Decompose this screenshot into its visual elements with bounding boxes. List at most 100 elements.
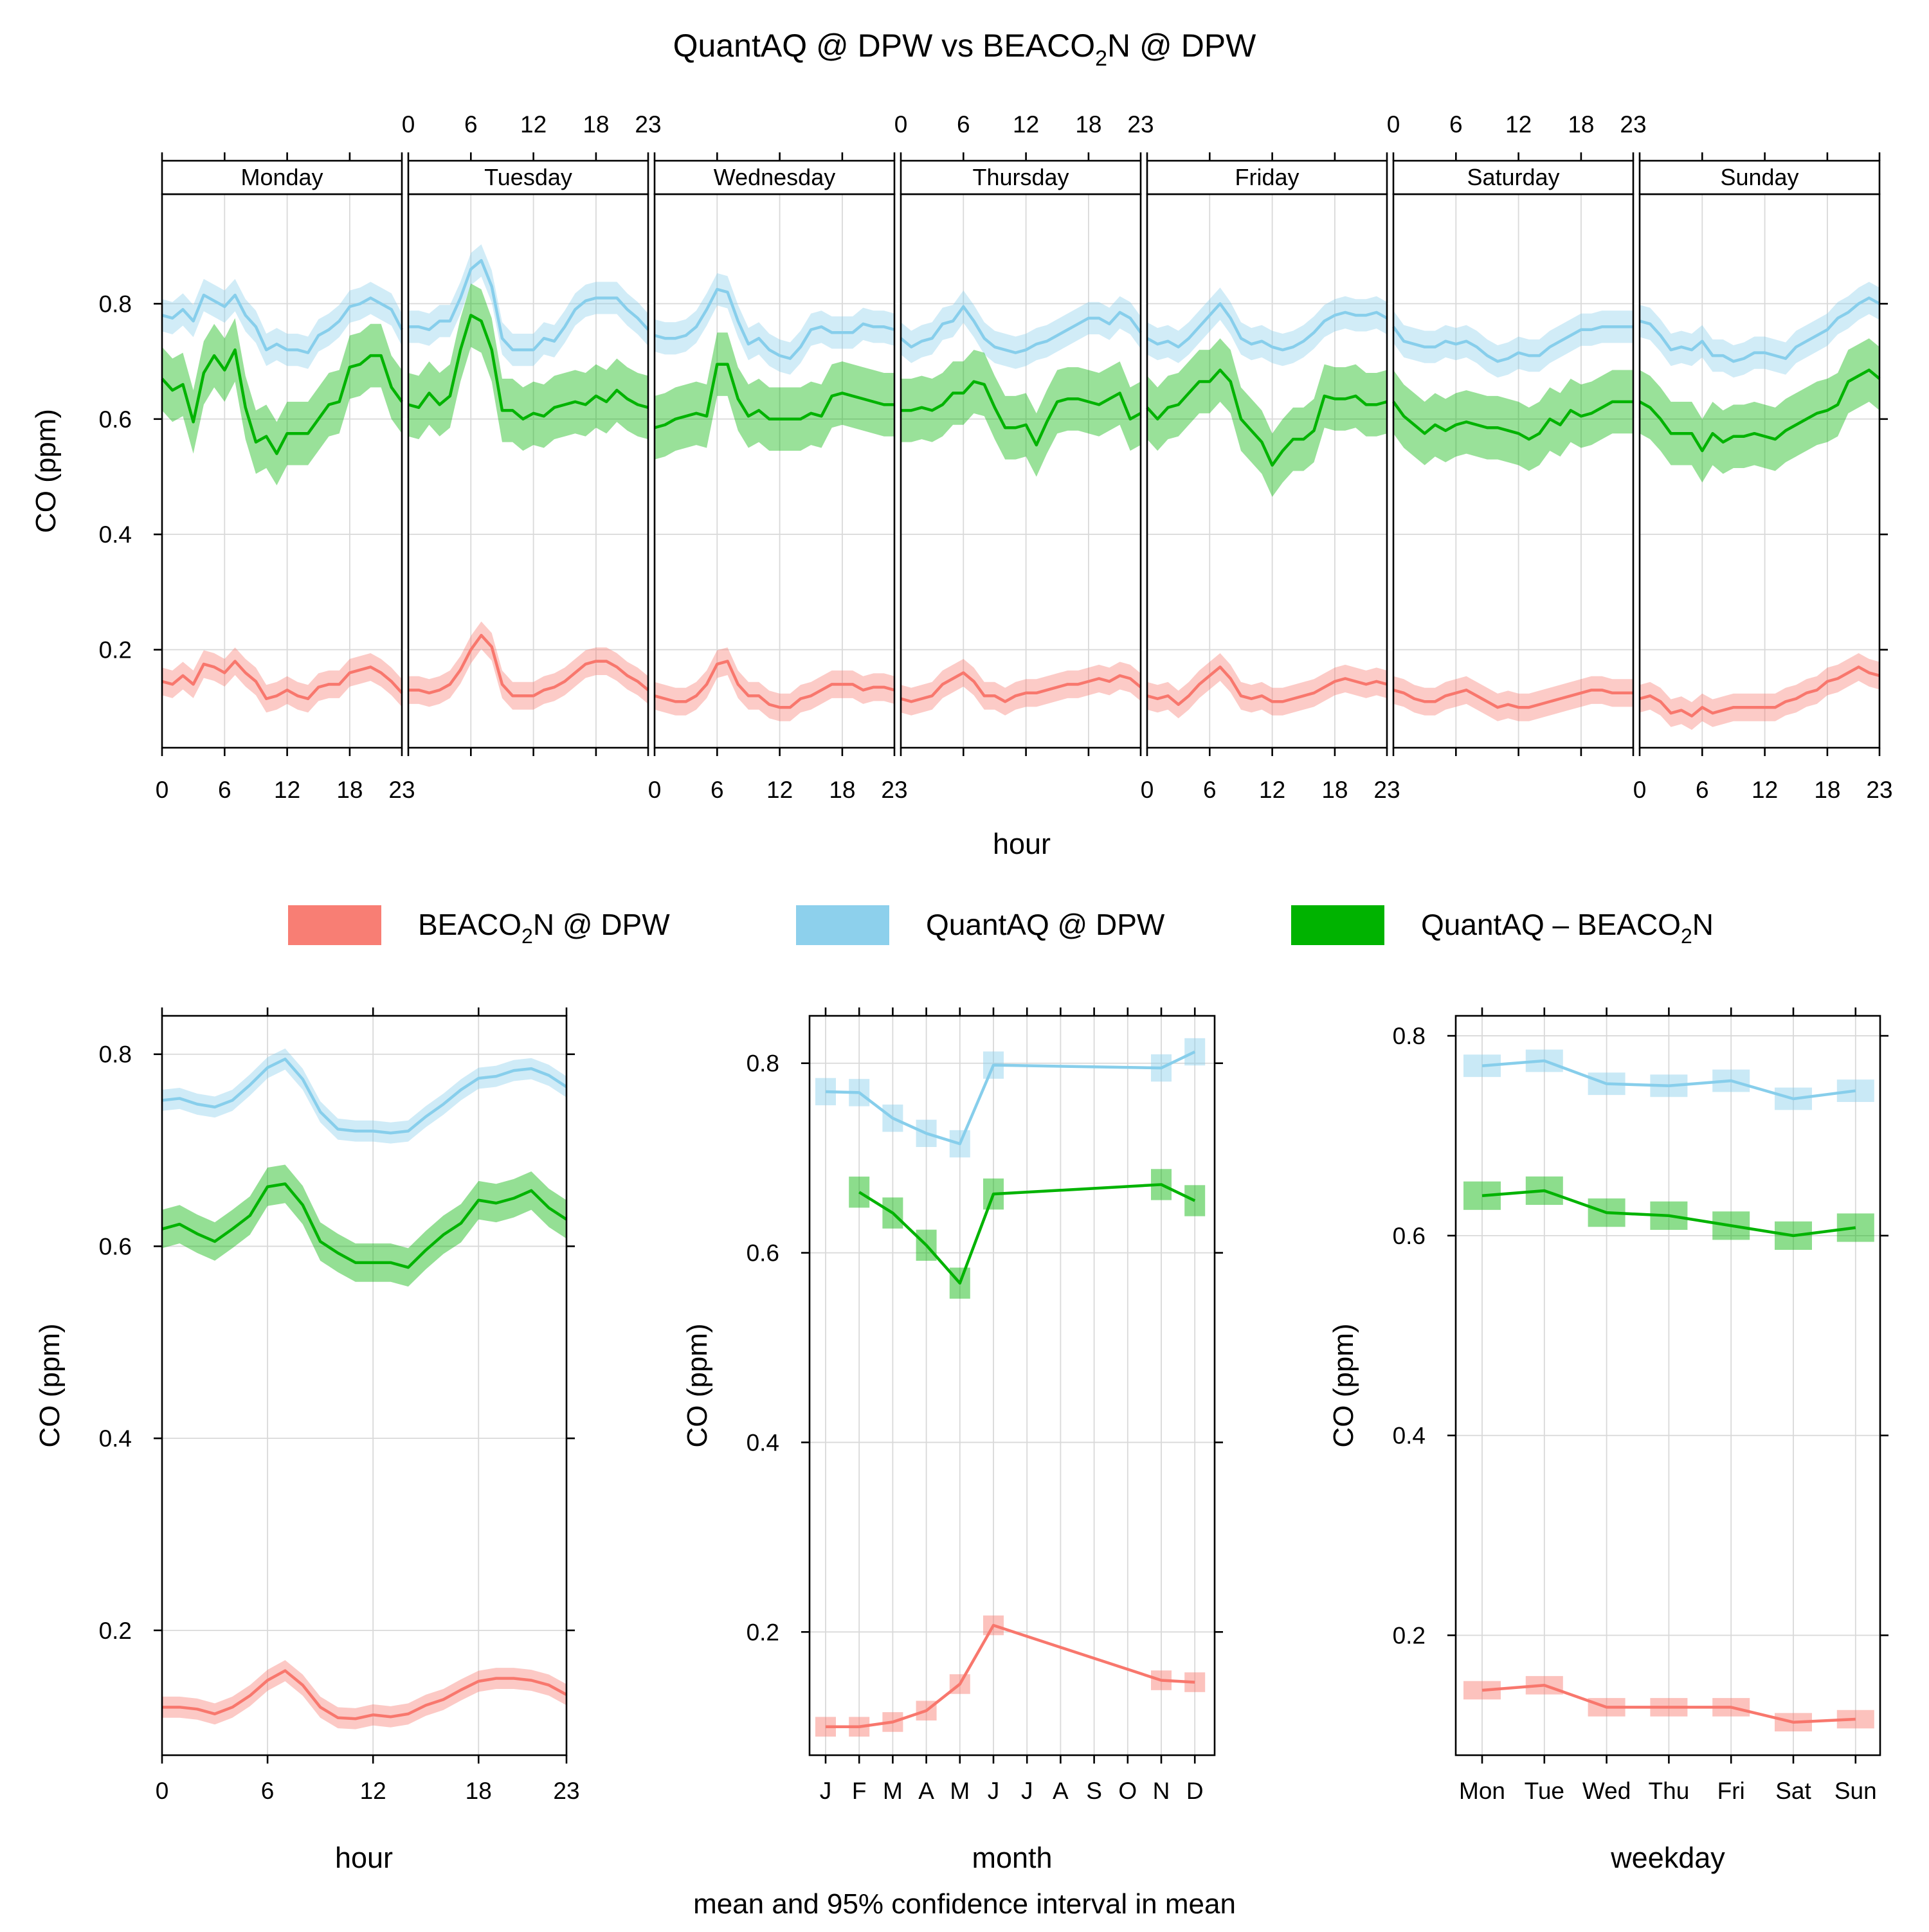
series-diff-monday-ci-band <box>162 318 402 485</box>
series-quantaq-line <box>825 1050 1196 1146</box>
x-tick-label: S <box>1086 1778 1102 1804</box>
series-quantaq-line <box>1481 1059 1856 1101</box>
series-diff-thursday-ci-band <box>901 350 1141 477</box>
hour-panel: 0 6 12 18 23 0.2 0.4 0.6 0.8 CO (ppm) hour <box>34 1007 580 1874</box>
series-beacon-monday-ci-band <box>162 647 402 713</box>
series-quantaq-friday-ci-band <box>1147 287 1387 366</box>
x-tick-label: 6 <box>218 777 231 803</box>
weekday-panel: Mon Tue Wed Thu Fri Sat Sun 0.2 0.4 0.6 0.8 CO (ppm… <box>1328 1007 1888 1874</box>
series-beacon-tuesday-line <box>408 633 649 698</box>
x-tick-label: 12 <box>766 777 793 803</box>
x-tick-label: 23 <box>553 1778 579 1804</box>
x-tick-label: 12 <box>1505 111 1532 138</box>
day-panel-thursday: Thursday 0 6 12 18 23 <box>894 111 1154 756</box>
y-axis-label: CO (ppm) <box>34 1323 66 1447</box>
legend-label-beacon: BEACO2N @ DPW <box>418 908 670 948</box>
series-beacon-friday-ci-band <box>1147 653 1387 719</box>
series-beacon-wednesday-line <box>654 660 895 709</box>
x-tick-label: 0 <box>1633 777 1647 803</box>
day-panel-saturday: Saturday 0 6 12 18 23 <box>1387 111 1647 756</box>
legend-label-quantaq: QuantAQ @ DPW <box>926 908 1165 941</box>
x-tick-label: 12 <box>1259 777 1285 803</box>
series-beacon-monday-line <box>161 660 403 701</box>
x-axis-label: weekday <box>1610 1841 1725 1874</box>
x-axis-label: month <box>972 1841 1052 1874</box>
y-axis-label: CO (ppm) <box>1328 1323 1359 1447</box>
series-beacon-thursday-line <box>900 671 1142 703</box>
x-tick-label: Fri <box>1717 1778 1745 1804</box>
y-tick-label: 0.4 <box>99 521 132 548</box>
y-tick-label: 0.8 <box>747 1051 779 1077</box>
x-tick-label: Sat <box>1775 1778 1811 1804</box>
footer-caption: mean and 95% confidence interval in mean <box>693 1888 1236 1920</box>
series-quantaq-ci-band <box>162 1048 566 1144</box>
x-tick-label: 12 <box>1013 111 1039 138</box>
x-tick-label: 12 <box>520 111 547 138</box>
x-tick-label: 18 <box>336 777 363 803</box>
month-panel: J F M A M J J A S O N D0.20.40.60.8CO (ppm)month <box>682 1007 1223 1874</box>
x-tick-label: A <box>1053 1778 1069 1804</box>
x-tick-label: 18 <box>1075 111 1101 138</box>
x-tick-label: J <box>1021 1778 1033 1804</box>
series-quantaq-monday-line <box>161 293 403 354</box>
chart-title: QuantAQ @ DPW vs BEACO2N @ DPW <box>673 28 1257 71</box>
series-diff-sunday-line <box>1638 368 1881 453</box>
y-tick-label: 0.2 <box>1393 1623 1426 1649</box>
series-beacon-ci-band <box>162 1660 566 1729</box>
x-tick-label: J <box>988 1778 1000 1804</box>
x-axis-label: hour <box>335 1841 393 1874</box>
x-tick-label: 12 <box>360 1778 386 1804</box>
series-beacon-line <box>1481 1683 1856 1724</box>
x-tick-label: 18 <box>829 777 855 803</box>
day-panel-monday: Monday 0 6 12 18 23 <box>156 152 415 803</box>
x-tick-label: 23 <box>1620 111 1646 138</box>
series-diff-friday-ci-band <box>1147 338 1387 497</box>
y-tick-label: 0.8 <box>99 291 132 317</box>
x-tick-label: J <box>820 1778 832 1804</box>
strip <box>1392 159 1635 195</box>
series-diff-line <box>161 1182 568 1269</box>
strip <box>653 159 896 195</box>
strip-label: Friday <box>1235 164 1299 190</box>
x-tick-label: 18 <box>1814 777 1840 803</box>
x-tick-label: 18 <box>583 111 609 138</box>
x-tick-label: O <box>1118 1778 1137 1804</box>
y-tick-label: 0.6 <box>99 1233 132 1259</box>
strip <box>1638 159 1881 195</box>
x-tick-label: 6 <box>1696 777 1709 803</box>
strip-label: Monday <box>240 164 323 190</box>
x-tick-label: 6 <box>1203 777 1217 803</box>
x-tick-label: Tue <box>1525 1778 1564 1804</box>
x-axis-label: hour <box>993 827 1051 860</box>
series-beacon-wednesday-ci-band <box>655 647 894 721</box>
series-diff-wednesday-line <box>654 363 894 429</box>
y-axis-label: CO (ppm) <box>682 1323 713 1447</box>
series-quantaq-sunday-line <box>1639 296 1881 363</box>
strip-label: Wednesday <box>714 164 835 190</box>
x-tick-label: 0 <box>648 777 662 803</box>
strip <box>407 159 649 195</box>
strip <box>161 159 403 195</box>
panel-frame <box>900 193 1142 749</box>
y-tick-label: 0.8 <box>1393 1023 1426 1049</box>
y-tick-label: 0.6 <box>1393 1223 1426 1249</box>
x-tick-label: 0 <box>402 111 415 138</box>
x-tick-label: Wed <box>1582 1778 1631 1804</box>
x-tick-label: N <box>1153 1778 1170 1804</box>
x-tick-label: 0 <box>156 1778 169 1804</box>
weekday-hour-panels: Monday 0 6 12 18 23 Tuesday 0 6 12 18 23 Wednesday 0 6… <box>30 111 1893 860</box>
x-tick-label: Thu <box>1649 1778 1690 1804</box>
series-beacon-friday-line <box>1146 665 1388 706</box>
strip-label: Thursday <box>972 164 1069 190</box>
y-tick-label: 0.2 <box>99 637 132 664</box>
legend-swatch-diff <box>1291 905 1384 945</box>
day-panel-friday: Friday 0 6 12 18 23 <box>1141 152 1400 803</box>
series-diff-saturday-line <box>1392 400 1633 441</box>
x-tick-label: 23 <box>881 777 907 803</box>
series-quantaq-friday-line <box>1146 302 1388 352</box>
series-quantaq-tuesday-ci-band <box>408 244 648 366</box>
series-quantaq-wednesday-line <box>654 287 895 360</box>
x-tick-label: 12 <box>274 777 300 803</box>
